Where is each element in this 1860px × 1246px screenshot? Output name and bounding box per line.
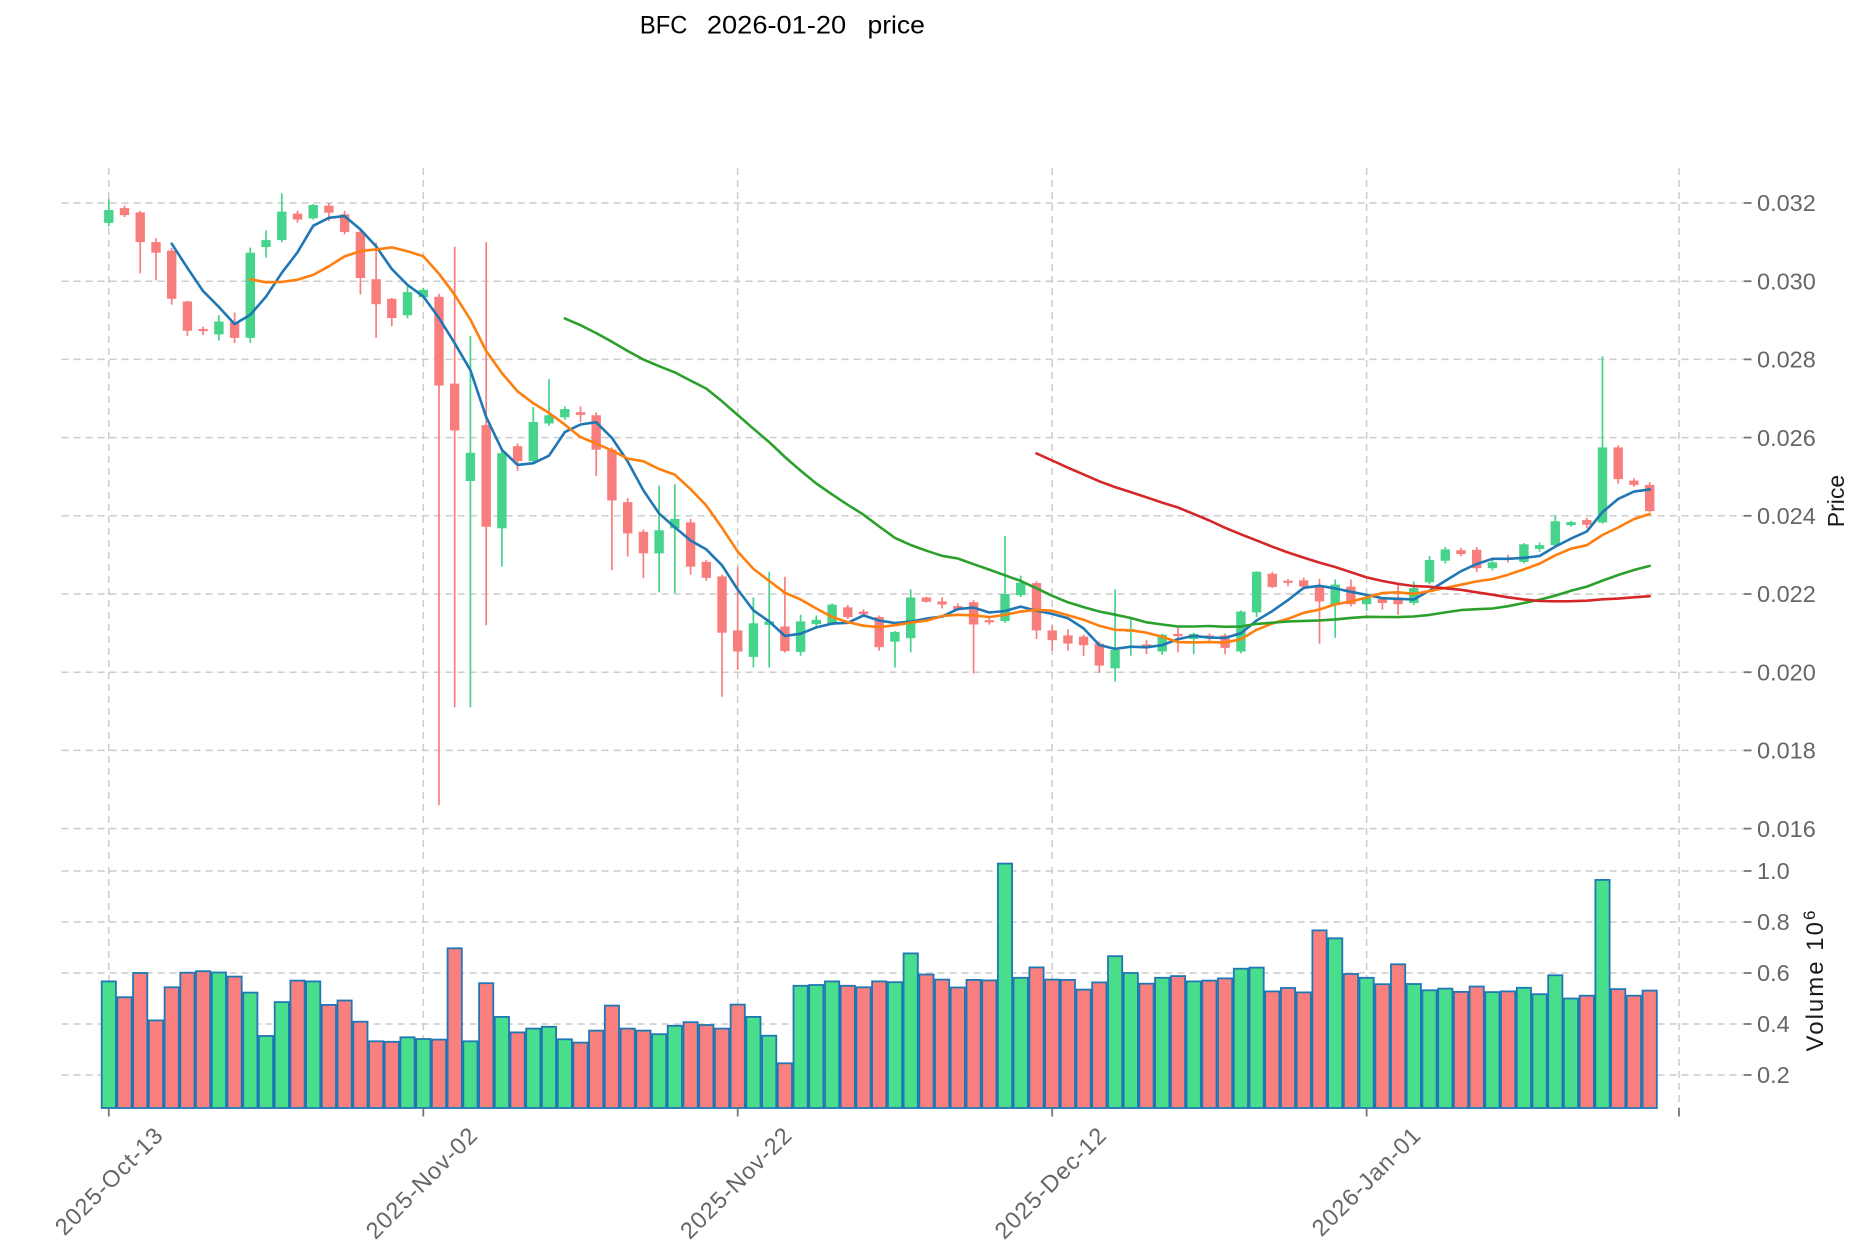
- svg-text:0.6: 0.6: [1757, 960, 1790, 986]
- svg-text:0.024: 0.024: [1757, 503, 1816, 529]
- svg-text:0.4: 0.4: [1757, 1011, 1790, 1037]
- svg-text:1.0: 1.0: [1757, 858, 1790, 884]
- svg-text:0.016: 0.016: [1757, 816, 1816, 842]
- svg-text:Volume 106: Volume 106: [1800, 909, 1829, 1052]
- svg-text:0.018: 0.018: [1757, 738, 1816, 764]
- svg-text:Price: Price: [1823, 475, 1849, 527]
- svg-text:0.020: 0.020: [1757, 659, 1816, 685]
- svg-text:0.8: 0.8: [1757, 909, 1790, 935]
- svg-text:0.032: 0.032: [1757, 190, 1816, 216]
- svg-text:0.026: 0.026: [1757, 425, 1816, 451]
- svg-text:BFC: BFC: [640, 12, 688, 40]
- svg-text:price: price: [868, 12, 925, 40]
- svg-text:2026-01-20: 2026-01-20: [707, 12, 846, 40]
- svg-text:0.2: 0.2: [1757, 1062, 1790, 1088]
- svg-text:0.030: 0.030: [1757, 268, 1816, 294]
- svg-text:0.028: 0.028: [1757, 347, 1816, 373]
- svg-text:0.022: 0.022: [1757, 581, 1816, 607]
